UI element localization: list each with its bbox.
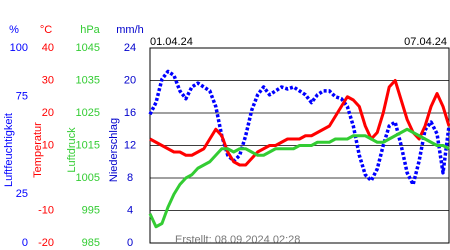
y-tick-label: 75	[16, 91, 28, 103]
series-line	[148, 127, 450, 229]
y-tick-label: 100	[10, 42, 28, 54]
y-tick-label: 12	[124, 139, 136, 151]
series-line	[149, 79, 450, 167]
y-tick-label: 16	[124, 107, 136, 119]
axis-unit: °C	[40, 24, 52, 36]
y-tick-label: 1005	[76, 172, 100, 184]
y-tick-label: 985	[82, 237, 100, 249]
y-tick-label: -10	[38, 204, 54, 216]
y-tick-label: 0	[127, 237, 133, 249]
y-tick-label: 0	[22, 237, 28, 249]
x-label: 07.04.24	[404, 36, 447, 48]
y-tick-label: 25	[16, 188, 28, 200]
y-tick-label: 24	[124, 42, 136, 54]
axis-unit: %	[9, 24, 19, 36]
y-tick-label: 30	[42, 74, 54, 86]
axis-unit: hPa	[80, 24, 100, 36]
footer: Erstellt: 08.09.2024 02:28	[175, 234, 300, 246]
y-tick-label: -20	[38, 237, 54, 249]
y-tick-label: 1045	[76, 42, 100, 54]
y-tick-label: 1035	[76, 74, 100, 86]
y-tick-label: 8	[127, 172, 133, 184]
axis-title: Luftfeuchtigkeit	[3, 113, 15, 187]
axis-title: Niederschlag	[108, 118, 120, 182]
y-tick-label: 20	[124, 74, 136, 86]
y-tick-label: 995	[82, 204, 100, 216]
axis-unit: mm/h	[116, 24, 144, 36]
axis-title: Temperatur	[32, 122, 44, 178]
y-tick-label: 1025	[76, 107, 100, 119]
y-tick-label: 10	[42, 139, 54, 151]
x-label: 01.04.24	[150, 36, 193, 48]
y-tick-label: 20	[42, 107, 54, 119]
axis-title: Luftdruck	[66, 127, 78, 173]
y-tick-label: 1015	[76, 139, 100, 151]
series-line	[148, 69, 450, 187]
y-tick-label: 40	[42, 42, 54, 54]
y-tick-label: 4	[127, 204, 133, 216]
